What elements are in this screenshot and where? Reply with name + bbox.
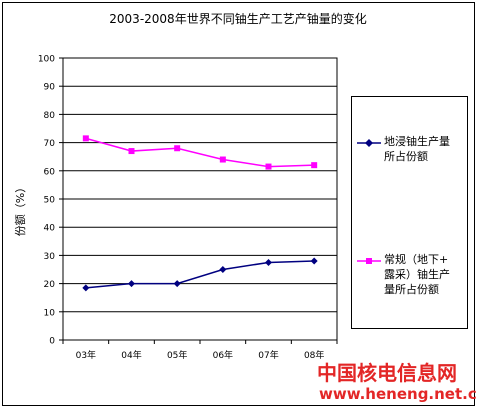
legend-marker-insitu (357, 139, 381, 147)
y-tick-label: 0 (49, 337, 55, 347)
data-point-series-1 (311, 162, 318, 169)
data-point-series-0 (265, 258, 272, 266)
chart-title: 2003-2008年世界不同铀生产工艺产铀量的变化 (109, 11, 366, 26)
data-point-series-1 (265, 163, 272, 170)
y-tick-label: 90 (44, 83, 56, 93)
data-point-series-1 (219, 156, 226, 163)
y-tick-label: 70 (44, 139, 56, 149)
data-point-series-0 (82, 284, 90, 292)
y-tick-label: 50 (44, 196, 56, 206)
data-point-series-0 (310, 257, 318, 265)
y-axis-ticks: 0 10 20 30 40 50 60 70 80 90 100 (38, 55, 63, 347)
gridlines (63, 85, 337, 313)
y-tick-label: 60 (44, 167, 56, 177)
y-tick-label: 30 (44, 252, 56, 262)
data-point-series-1 (174, 145, 181, 152)
legend-label-conventional-line1: 常规（地下+ (384, 253, 449, 266)
data-point-series-0 (128, 280, 135, 288)
series-line-0 (85, 260, 315, 289)
legend-label-insitu-line2: 所占份额 (384, 150, 428, 163)
data-point-series-0 (219, 266, 227, 273)
watermark-site-name: 中国核电信息网 (317, 361, 457, 385)
legend-label-insitu-line1: 地浸铀生产量 (384, 135, 450, 148)
watermark-url: www.heneng.net.cn (319, 385, 477, 403)
data-point-series-1 (82, 135, 89, 142)
legend-label-conventional-line3: 量所占份额 (384, 283, 439, 296)
y-tick-label: 20 (44, 280, 56, 290)
legend-label-conventional-line2: 露采）铀生产 (384, 268, 450, 281)
y-tick-label: 80 (44, 111, 56, 121)
x-tick-label: 08年 (304, 349, 324, 361)
y-axis-label: 份额（%） (14, 182, 27, 236)
data-point-series-0 (173, 280, 181, 288)
y-tick-label: 100 (38, 55, 55, 65)
x-axis-ticks: 03年 04年 05年 06年 07年 08年 (62, 340, 338, 361)
x-tick-label: 07年 (258, 349, 278, 361)
legend-marker-conventional (357, 258, 381, 264)
data-point-series-1 (128, 148, 135, 155)
x-tick-label: 06年 (213, 349, 233, 361)
x-tick-label: 03年 (76, 349, 96, 361)
y-tick-label: 10 (44, 308, 56, 318)
x-tick-label: 05年 (167, 349, 187, 361)
x-tick-label: 04年 (121, 349, 141, 361)
y-tick-label: 40 (44, 224, 56, 234)
series-line-1 (85, 137, 315, 168)
legend: 地浸铀生产量 所占份额 常规（地下+ 露采）铀生产 量所占份额 (351, 96, 468, 329)
series-lines (82, 135, 318, 292)
